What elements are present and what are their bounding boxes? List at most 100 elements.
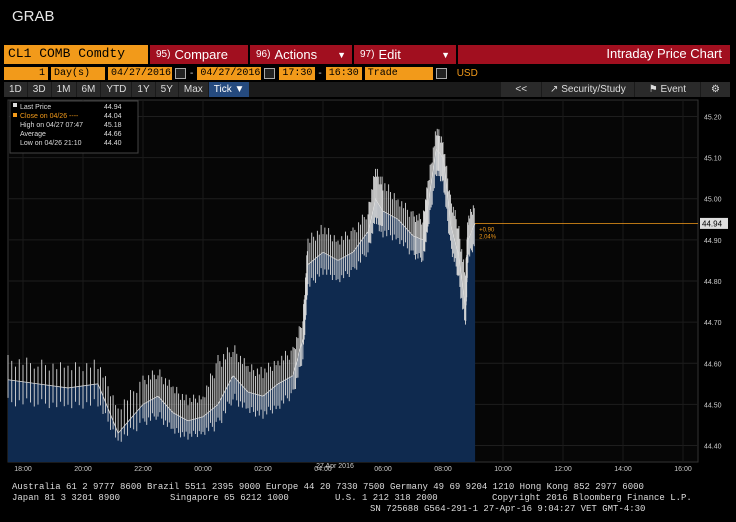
- date-label: 27 Apr 2016: [316, 463, 354, 470]
- security-study-label: Security/Study: [561, 84, 626, 95]
- edit-label: Edit: [378, 47, 401, 62]
- range-5y[interactable]: 5Y: [155, 82, 178, 97]
- range-max[interactable]: Max: [178, 82, 208, 97]
- footer-singapore: Singapore 65 6212 1000: [170, 493, 289, 503]
- y-tick-label: 44.80: [704, 279, 722, 286]
- flag-icon: ⚑: [648, 84, 658, 95]
- legend-last-swatch: [13, 103, 17, 107]
- function-title: Intraday Price Chart: [456, 45, 730, 64]
- legend-last-label: Last Price: [20, 104, 51, 111]
- legend-low-label: Low on 04/26 21:10: [20, 140, 82, 147]
- security-study-button[interactable]: ↗ Security/Study: [542, 82, 634, 97]
- footer: Australia 61 2 9777 8600 Brazil 5511 239…: [12, 482, 692, 514]
- y-tick-label: 44.90: [704, 238, 722, 245]
- x-tick-label: 00:00: [194, 466, 212, 473]
- legend-high-value: 45.18: [104, 122, 122, 129]
- event-label: Event: [660, 84, 687, 95]
- price-area: [8, 149, 476, 462]
- event-button[interactable]: ⚑ Event: [634, 82, 701, 97]
- period-unit-field[interactable]: Day(s): [51, 66, 105, 80]
- end-date-field[interactable]: 04/27/2016: [197, 66, 262, 80]
- change-annotation: +0.90: [479, 227, 495, 233]
- percent-annotation: 2.04%: [479, 234, 497, 240]
- x-tick-label: 20:00: [74, 466, 92, 473]
- actions-number: 96): [256, 49, 271, 60]
- tick-label: Tick: [213, 84, 232, 95]
- range-3d[interactable]: 3D: [27, 82, 51, 97]
- compare-button[interactable]: 95) Compare: [148, 45, 248, 64]
- y-tick-label: 45.10: [704, 156, 722, 163]
- footer-copyright: Copyright 2016 Bloomberg Finance L.P.: [492, 493, 692, 503]
- compare-number: 95): [156, 49, 171, 60]
- intraday-chart[interactable]: 45.20 45.10 45.00 44.90 44.80 44.70 44.60 44.50…: [0, 97, 736, 522]
- legend-average-label: Average: [20, 131, 46, 138]
- compare-label: Compare: [174, 47, 228, 62]
- legend-last-value: 44.94: [104, 104, 122, 111]
- range-toolbar: 1D 3D 1M 6M YTD 1Y 5Y Max Tick ▼ << ↗ Se…: [4, 82, 730, 97]
- edit-dropdown-icon: ▼: [441, 49, 450, 60]
- calendar-icon[interactable]: [175, 67, 186, 79]
- calendar-icon[interactable]: [264, 67, 276, 79]
- legend-close-value: 44.04: [104, 113, 122, 120]
- y-tick-label: 44.50: [704, 402, 722, 409]
- x-tick-label: 12:00: [554, 466, 572, 473]
- start-date-field[interactable]: 04/27/2016: [108, 66, 172, 80]
- actions-label: Actions: [274, 47, 318, 62]
- range-1y[interactable]: 1Y: [132, 82, 155, 97]
- x-tick-label: 14:00: [614, 466, 632, 473]
- x-tick-label: 16:00: [674, 466, 692, 473]
- chevron-down-icon: ▼: [234, 84, 245, 95]
- footer-us: U.S. 1 212 318 2000: [335, 493, 438, 503]
- legend-low-value: 44.40: [104, 140, 122, 147]
- footer-line-1: Australia 61 2 9777 8600 Brazil 5511 239…: [12, 482, 644, 492]
- window-title: GRAB: [12, 8, 55, 25]
- legend-high-label: High on 04/27 07:47: [20, 122, 83, 129]
- price-series: [7, 128, 698, 462]
- price-line: [7, 148, 476, 434]
- range-ytd[interactable]: YTD: [101, 82, 132, 97]
- range-1m[interactable]: 1M: [51, 82, 76, 97]
- back-button[interactable]: <<: [501, 82, 542, 97]
- x-tick-label: 02:00: [254, 466, 272, 473]
- edit-number: 97): [360, 49, 375, 60]
- event-type-select[interactable]: Trade: [364, 66, 433, 80]
- end-time-field[interactable]: 16:30: [325, 66, 362, 80]
- date-separator: -: [190, 67, 194, 79]
- last-price-tag: 44.94: [700, 217, 728, 229]
- legend-close-swatch: [13, 113, 17, 117]
- legend-box: Last Price 44.94 Close on 04/26 ---- 44.…: [9, 100, 139, 154]
- footer-japan: Japan 81 3 3201 8900: [12, 493, 120, 503]
- legend-close-label: Close on 04/26 ----: [20, 113, 79, 120]
- y-tick-label: 44.60: [704, 361, 722, 368]
- ticker-field[interactable]: CL1 COMB Comdty: [4, 45, 148, 64]
- command-bar: CL1 COMB Comdty 95) Compare 96) Actions …: [4, 45, 730, 64]
- legend-average-value: 44.66: [104, 131, 122, 138]
- x-tick-label: 18:00: [14, 466, 32, 473]
- y-tick-label: 45.00: [704, 197, 722, 204]
- line-chart-icon: ↗: [550, 84, 559, 95]
- svg-text:44.94: 44.94: [702, 219, 723, 228]
- range-6m[interactable]: 6M: [76, 82, 101, 97]
- y-tick-label: 45.20: [704, 114, 722, 121]
- x-tick-label: 22:00: [134, 466, 152, 473]
- y-tick-label: 44.70: [704, 320, 722, 327]
- y-tick-label: 44.40: [704, 444, 722, 451]
- actions-dropdown-icon: ▼: [337, 49, 346, 60]
- currency-label: USD: [456, 67, 478, 79]
- period-value-field[interactable]: 1: [4, 66, 48, 80]
- gear-icon: ⚙: [711, 84, 720, 95]
- footer-line-3: SN 725688 G564-291-1 27-Apr-16 9:04:27 V…: [370, 504, 645, 514]
- parameter-row: 1 Day(s) 04/27/2016 - 04/27/2016 17:30 -…: [4, 66, 478, 80]
- x-tick-label: 06:00: [374, 466, 392, 473]
- settings-button[interactable]: ⚙: [701, 82, 730, 97]
- actions-button[interactable]: 96) Actions ▼: [248, 45, 352, 64]
- tick-dropdown[interactable]: Tick ▼: [208, 82, 250, 97]
- range-1d[interactable]: 1D: [4, 82, 27, 97]
- start-time-field[interactable]: 17:30: [279, 66, 316, 80]
- x-tick-label: 04:00: [314, 466, 332, 473]
- event-dropdown-icon[interactable]: [435, 67, 447, 79]
- edit-button[interactable]: 97) Edit ▼: [352, 45, 456, 64]
- x-tick-label: 10:00: [494, 466, 512, 473]
- x-tick-label: 08:00: [434, 466, 452, 473]
- time-separator: -: [318, 67, 322, 79]
